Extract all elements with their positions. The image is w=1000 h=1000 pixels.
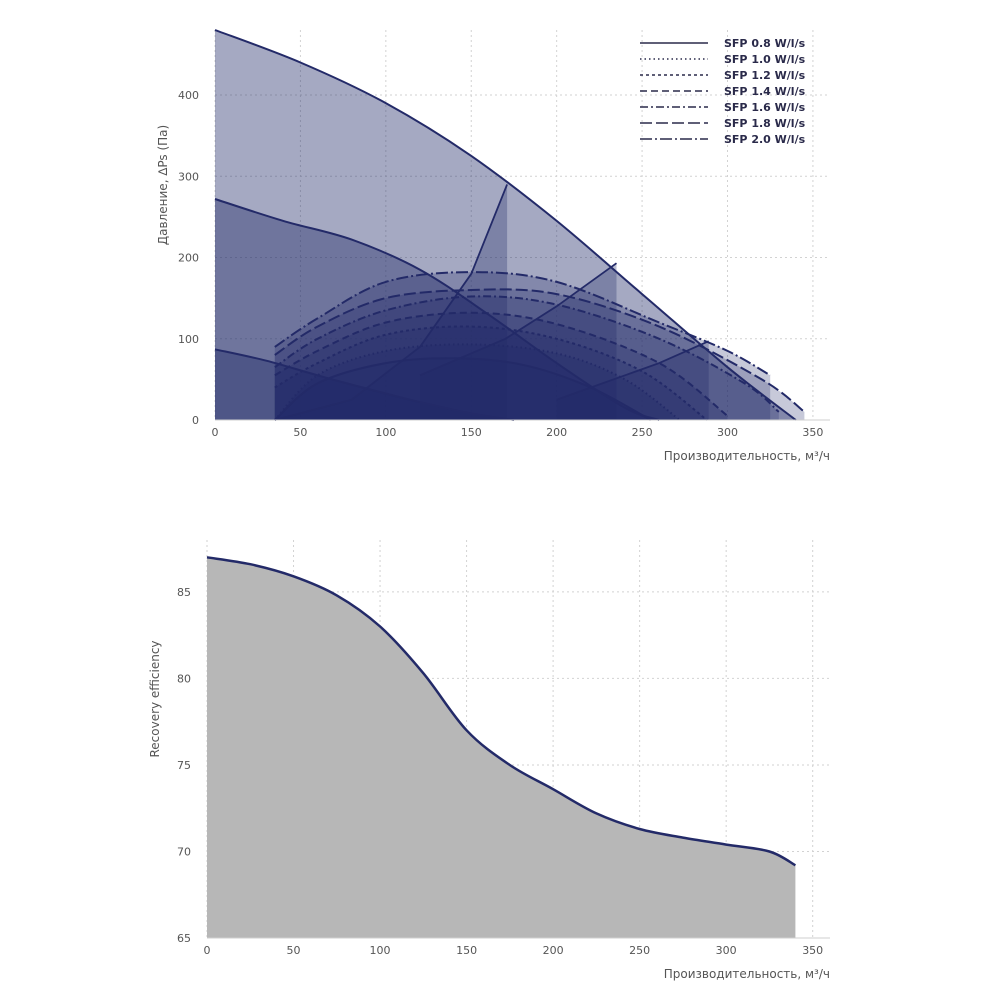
- pressure-x-tick-label: 150: [461, 426, 482, 439]
- legend-label-6: SFP 1.8 W/l/s: [724, 117, 806, 130]
- efficiency-x-tick-label: 0: [204, 944, 211, 957]
- pressure-x-tick-label: 50: [293, 426, 307, 439]
- system-curve-line-2: [419, 262, 618, 377]
- sfp-area-7: [274, 272, 771, 420]
- pressure-y-tick-label: 400: [178, 89, 199, 102]
- sfp-area-3: [274, 326, 707, 420]
- efficiency-x-tick-label: 250: [629, 944, 650, 957]
- fan-curve-line-1: [214, 29, 797, 421]
- fan-curve-area-2: [215, 199, 660, 420]
- efficiency-area: [207, 557, 796, 938]
- system-curve-line-3: [556, 340, 710, 401]
- legend-label-7: SFP 2.0 W/l/s: [724, 133, 806, 146]
- efficiency-y-tick-label: 75: [177, 759, 191, 772]
- pressure-grid: [214, 30, 830, 421]
- sfp-line-6: [274, 288, 806, 413]
- efficiency-x-tick-label: 150: [456, 944, 477, 957]
- fan-curve-line-3: [214, 348, 515, 421]
- legend-label-1: SFP 0.8 W/l/s: [724, 37, 806, 50]
- efficiency-line: [206, 556, 797, 867]
- pressure-y-tick-label: 200: [178, 252, 199, 265]
- efficiency-x-tick-label: 50: [287, 944, 301, 957]
- legend-label-5: SFP 1.6 W/l/s: [724, 101, 806, 114]
- efficiency-y-axis-label: Recovery efficiency: [148, 640, 162, 757]
- sfp-line-5: [274, 295, 780, 413]
- legend-label-4: SFP 1.4 W/l/s: [724, 85, 806, 98]
- efficiency-y-tick-label: 80: [177, 672, 191, 685]
- efficiency-x-axis-label: Производительность, м³/ч: [664, 967, 830, 981]
- pressure-x-axis-label: Производительность, м³/ч: [664, 449, 830, 463]
- sfp-area-6: [274, 289, 805, 420]
- pressure-x-tick-label: 0: [212, 426, 219, 439]
- sfp-area-1: [274, 358, 651, 420]
- system-curve-area-3: [556, 341, 709, 420]
- legend-label-2: SFP 1.0 W/l/s: [724, 53, 806, 66]
- pressure-y-tick-label: 0: [192, 414, 199, 427]
- pressure-x-tick-label: 200: [546, 426, 567, 439]
- sfp-area-2: [274, 344, 680, 420]
- efficiency-x-tick-label: 300: [716, 944, 737, 957]
- pressure-x-tick-label: 250: [632, 426, 653, 439]
- pressure-x-tick-label: 350: [802, 426, 823, 439]
- pressure-y-axis-label: Давление, ∆Ps (Па): [156, 125, 170, 245]
- sfp-line-7: [274, 271, 771, 377]
- efficiency-x-tick-label: 100: [370, 944, 391, 957]
- efficiency-y-tick-label: 85: [177, 586, 191, 599]
- efficiency-y-tick-label: 70: [177, 845, 191, 858]
- pressure-y-tick-label: 100: [178, 333, 199, 346]
- system-curve-area-2: [420, 263, 617, 420]
- efficiency-x-tick-label: 350: [802, 944, 823, 957]
- pressure-legend: SFP 0.8 W/l/s SFP 1.0 W/l/s SFP 1.2 W/l/s S…: [640, 37, 806, 146]
- pressure-x-tick-label: 100: [375, 426, 396, 439]
- sfp-area-5: [274, 296, 779, 420]
- system-curve-area-1: [274, 184, 508, 420]
- pressure-y-tick-label: 300: [178, 170, 199, 183]
- efficiency-x-tick-label: 200: [543, 944, 564, 957]
- efficiency-y-tick-label: 65: [177, 932, 191, 945]
- legend-label-3: SFP 1.2 W/l/s: [724, 69, 806, 82]
- pressure-chart: 0 50 100 150 200 250 300 350 0 100 200 300 400 Произв…: [156, 29, 830, 463]
- system-curve-line-1: [274, 184, 508, 421]
- recovery-efficiency-chart: 0 50 100 150 200 250 300 350 65 70 75 80 85 Производи…: [148, 540, 830, 981]
- pressure-x-tick-label: 300: [717, 426, 738, 439]
